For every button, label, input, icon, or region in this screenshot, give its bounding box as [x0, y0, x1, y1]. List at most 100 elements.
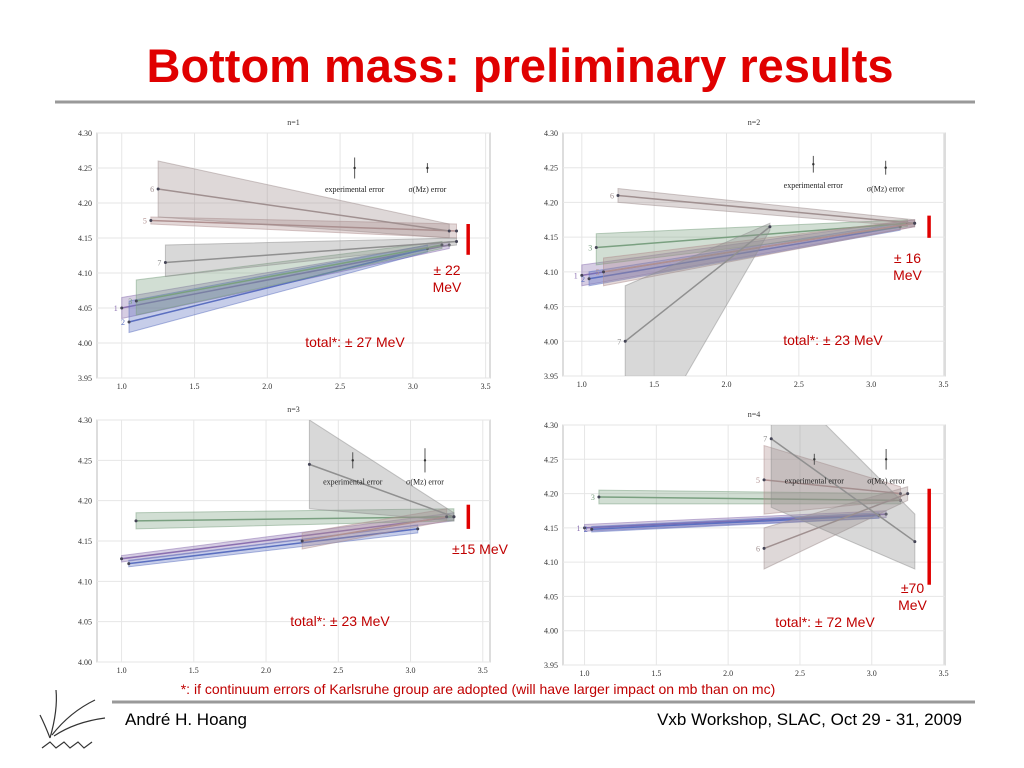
data-point [884, 512, 888, 516]
error-band [763, 444, 901, 515]
chart-title: n=1 [287, 118, 300, 127]
series-label: 2 [584, 525, 588, 534]
y-tick-label: 4.05 [78, 304, 92, 313]
series-label: 3 [588, 244, 592, 253]
plot-frame [562, 424, 946, 666]
central-line [136, 244, 443, 302]
error-label: σ(Mz) error [867, 185, 905, 194]
error-center [812, 163, 815, 166]
x-tick-label: 1.5 [189, 666, 199, 675]
y-tick-label: 4.15 [544, 524, 558, 533]
data-point [913, 221, 917, 225]
y-tick-label: 4.00 [78, 339, 92, 348]
error-label: σ(Mz) error [867, 476, 905, 485]
y-tick-label: 4.15 [544, 233, 558, 242]
y-tick-label: 4.20 [544, 490, 558, 499]
y-tick-label: 4.10 [544, 558, 558, 567]
x-tick-label: 3.0 [867, 669, 877, 678]
data-point [594, 246, 598, 250]
x-tick-label: 2.5 [333, 666, 343, 675]
data-point [455, 240, 459, 243]
error-center [813, 458, 816, 461]
central-line [121, 516, 454, 560]
error-band [595, 219, 908, 266]
chart-title: n=2 [748, 118, 761, 127]
series-label: 5 [756, 476, 760, 485]
error-band [770, 425, 916, 570]
data-point [769, 437, 773, 441]
series-label: 5 [143, 217, 147, 226]
x-tick-label: 3.5 [939, 669, 949, 678]
data-point [906, 492, 910, 496]
data-point [134, 299, 138, 303]
x-tick-label: 2.0 [723, 669, 733, 678]
chart-panel: n=4 3.95 4.00 4.05 4.10 4.15 4.20 4.25 4.30 1.0 1.… [544, 410, 949, 678]
data-point [913, 540, 917, 544]
data-point [597, 495, 601, 499]
data-point [590, 527, 594, 531]
error-center [353, 166, 356, 170]
data-point [762, 546, 766, 550]
central-line [624, 226, 771, 342]
y-tick-label: 4.10 [544, 268, 558, 277]
error-center [884, 166, 887, 169]
y-tick-label: 4.25 [544, 455, 558, 464]
error-center [884, 458, 888, 461]
data-point [134, 519, 138, 523]
error-label: experimental error [323, 477, 383, 486]
error-label: σ(Mz) error [406, 477, 444, 486]
y-tick-label: 4.20 [544, 198, 558, 207]
data-point [445, 515, 449, 519]
x-tick-label: 2.5 [795, 669, 805, 678]
plot-content [583, 425, 917, 570]
x-tick-label: 1.0 [580, 669, 590, 678]
y-tick-label: 4.25 [544, 164, 558, 173]
y-tick-label: 4.10 [78, 269, 92, 278]
range-label-box: ±15 MeV [452, 541, 508, 557]
range-label-box: ± 22 MeV [432, 262, 462, 295]
range-label: ± 22 MeV [432, 262, 462, 295]
y-tick-label: 3.95 [78, 374, 92, 383]
data-point [452, 515, 456, 519]
central-line [763, 479, 901, 495]
x-tick-label: 1.5 [651, 669, 661, 678]
series-label: 7 [157, 259, 161, 268]
data-point [447, 229, 451, 233]
slide-title: Bottom mass: preliminary results [147, 39, 894, 92]
x-tick-label: 1.0 [117, 666, 127, 675]
central-line [128, 247, 428, 323]
x-tick-label: 2.5 [335, 382, 345, 391]
error-band [157, 160, 450, 239]
data-point [587, 277, 591, 281]
central-line [128, 528, 418, 565]
y-tick-label: 4.05 [544, 592, 558, 601]
central-line [165, 240, 457, 264]
error-center [423, 459, 427, 462]
y-tick-label: 4.30 [78, 129, 92, 138]
data-point [898, 492, 902, 496]
range-label-box: ± 16 MeV [893, 250, 922, 283]
central-line [763, 492, 908, 550]
series-label: 6 [610, 191, 614, 200]
y-tick-label: 3.95 [544, 372, 558, 381]
total-label: total*: ± 23 MeV [783, 332, 883, 348]
series-label: 3 [128, 297, 132, 306]
series-label: 5 [596, 268, 600, 277]
chart-title: n=3 [287, 405, 300, 414]
central-line [121, 244, 450, 309]
error-label: experimental error [785, 476, 845, 485]
central-line [136, 516, 454, 522]
error-center [351, 459, 354, 462]
data-point [127, 562, 131, 566]
data-point [616, 193, 620, 197]
error-band [135, 240, 443, 316]
x-tick-label: 1.5 [649, 380, 659, 389]
data-point [300, 539, 304, 543]
central-line [598, 496, 901, 502]
data-point [602, 270, 606, 274]
series-label: 2 [121, 318, 125, 327]
central-line [302, 516, 447, 542]
total-label: total*: ± 27 MeV [305, 334, 405, 350]
data-point [120, 557, 124, 561]
y-tick-label: 4.10 [78, 577, 92, 586]
